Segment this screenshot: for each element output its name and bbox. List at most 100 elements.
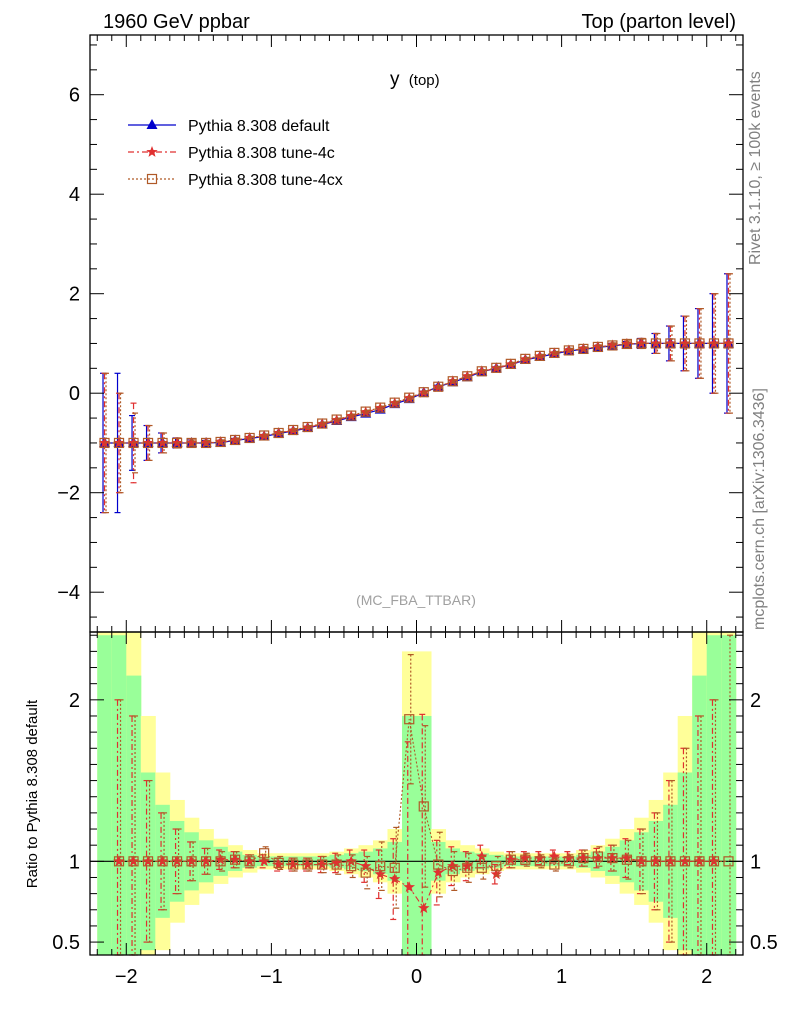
main-point-2-1 xyxy=(113,437,125,449)
main-point-1-1 xyxy=(113,437,125,448)
main-point-2-37 xyxy=(636,338,647,349)
main-point-1-37 xyxy=(635,337,648,349)
axes: −2 −1 0 1 2 −4 −2 0 2 4 6 0.5 0.5 1 1 2 2 xyxy=(52,34,778,988)
ratio-line-1 xyxy=(119,719,729,874)
ratio-point-0-23 xyxy=(432,866,444,878)
ratio-point-1-23 xyxy=(433,859,444,870)
ratio-point-0-10 xyxy=(243,855,256,867)
ratio-point-0-25 xyxy=(461,860,473,871)
legend-marker-0 xyxy=(146,119,158,129)
main-point-2-30 xyxy=(534,350,545,361)
band-inner-21 xyxy=(401,715,417,955)
main-point-2-40 xyxy=(679,338,691,349)
main-point-2-8 xyxy=(215,436,226,448)
ratio-point-1-18 xyxy=(360,867,371,878)
ratio-point-1-30 xyxy=(534,856,545,867)
ratio-point-1-9 xyxy=(230,854,241,865)
rivet-label: Rivet 3.1.10, ≥ 100k events xyxy=(747,71,764,265)
ratio-point-0-22 xyxy=(418,902,430,913)
main-point-2-38 xyxy=(650,338,662,349)
ratio-point-0-21 xyxy=(403,881,415,892)
main-point-1-39 xyxy=(664,337,677,349)
ratio-point-1-20 xyxy=(389,862,400,873)
band-inner-2 xyxy=(126,675,142,955)
main-point-2-19 xyxy=(375,402,386,413)
main-title: y (top) xyxy=(390,69,440,90)
ratio-point-0-20 xyxy=(389,873,401,884)
main-point-2-26 xyxy=(476,366,487,377)
main-point-1-27 xyxy=(490,362,502,374)
band-inner-41 xyxy=(692,675,708,955)
ratio-point-1-24 xyxy=(447,865,458,877)
ratio-point-1-26 xyxy=(476,862,487,873)
main-point-2-0 xyxy=(99,437,110,449)
ratio-point-1-1 xyxy=(113,856,125,867)
main-point-2-4 xyxy=(157,437,168,449)
ratio-point-0-17 xyxy=(345,855,357,867)
ratio-point-1-40 xyxy=(679,856,691,867)
ratio-point-0-24 xyxy=(447,860,459,871)
ratio-point-1-22 xyxy=(418,801,429,812)
main-point-2-32 xyxy=(563,345,574,356)
main-point-2-14 xyxy=(302,421,313,433)
ratio-point-0-31 xyxy=(548,850,561,862)
ratio-point-0-16 xyxy=(331,856,343,868)
main-point-1-34 xyxy=(592,340,604,352)
main-point-2-20 xyxy=(389,397,400,408)
main-point-1-16 xyxy=(331,414,343,425)
main-point-2-23 xyxy=(433,381,444,392)
main-title-sub: (top) xyxy=(409,72,440,89)
ratio-point-1-12 xyxy=(273,857,284,869)
x-tick-label-3: 1 xyxy=(556,966,567,988)
ratio-point-0-12 xyxy=(272,858,285,870)
main-ytick-label-2: 0 xyxy=(69,383,80,405)
main-point-2-6 xyxy=(186,437,197,449)
ratio-point-1-3 xyxy=(142,856,154,867)
analysis-label: (MC_FBA_TTBAR) xyxy=(356,592,476,608)
ratio-point-0-41 xyxy=(693,855,706,867)
legend: Pythia 8.308 default Pythia 8.308 tune-4c… xyxy=(128,118,343,189)
main-point-2-41 xyxy=(694,338,705,349)
ratio-point-1-41 xyxy=(694,856,705,867)
ratio-ylabel: Ratio to Pythia 8.308 default xyxy=(24,699,41,888)
main-point-2-7 xyxy=(200,437,212,449)
band-inner-22 xyxy=(416,715,432,955)
x-tick-label-2: 0 xyxy=(411,966,422,988)
main-point-2-10 xyxy=(244,432,255,444)
main-point-2-12 xyxy=(273,427,284,439)
ratio-ytick-label-l-2: 2 xyxy=(69,690,80,712)
main-ytick-label-3: 2 xyxy=(69,284,80,306)
ratio-point-1-42 xyxy=(708,856,720,867)
ratio-point-1-35 xyxy=(607,852,618,864)
main-point-2-39 xyxy=(665,338,676,349)
band-inner-1 xyxy=(111,635,127,955)
ratio-point-1-21 xyxy=(404,714,415,725)
main-point-1-19 xyxy=(374,402,386,413)
ratio-point-1-32 xyxy=(563,856,574,867)
main-point-1-15 xyxy=(316,418,328,429)
ratio-point-0-27 xyxy=(490,868,502,880)
x-tick-label-0: −2 xyxy=(115,966,138,988)
mcplots-label: mcplots.cern.ch [arXiv:1306.3436] xyxy=(751,388,768,630)
ratio-point-1-13 xyxy=(288,859,299,870)
main-point-2-31 xyxy=(549,347,560,359)
main-point-1-4 xyxy=(156,437,169,448)
legend-label-2: Pythia 8.308 tune-4cx xyxy=(188,172,343,189)
band-inner-42 xyxy=(706,635,722,955)
main-point-2-2 xyxy=(128,437,139,449)
main-line-0 xyxy=(104,342,729,444)
legend-label-1: Pythia 8.308 tune-4c xyxy=(188,145,335,162)
ratio-point-1-8 xyxy=(215,856,226,867)
header-left: 1960 GeV ppbar xyxy=(103,11,250,33)
main-point-2-43 xyxy=(723,338,734,349)
ratio-point-0-5 xyxy=(171,855,183,867)
ratio-ytick-label-l-0: 0.5 xyxy=(52,932,80,954)
main-point-2-24 xyxy=(447,376,458,387)
main-point-1-6 xyxy=(185,437,198,448)
ratio-point-1-33 xyxy=(578,852,589,864)
main-point-1-21 xyxy=(403,392,415,403)
ratio-point-0-39 xyxy=(664,855,677,867)
ratio-point-0-38 xyxy=(650,855,662,867)
ratio-point-1-10 xyxy=(244,856,255,867)
ratio-point-0-11 xyxy=(258,855,270,867)
